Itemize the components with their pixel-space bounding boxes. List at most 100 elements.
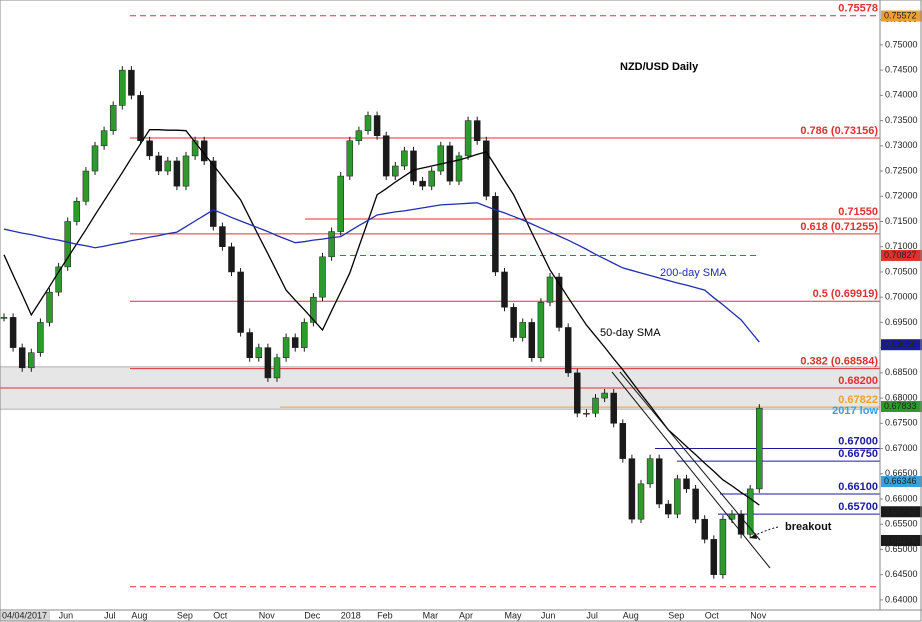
- x-tick-label: Jul: [586, 610, 598, 620]
- sma-label: 50-day SMA: [600, 327, 661, 339]
- candle: [255, 347, 263, 358]
- price-tag-label: 0.70827: [884, 250, 917, 260]
- level-label: 0.68200: [838, 375, 878, 387]
- candle: [100, 130, 108, 147]
- price-tag-label: 0.69058: [884, 339, 917, 349]
- candle: [273, 357, 281, 379]
- annotation: 2017 low: [832, 405, 878, 417]
- candle: [555, 276, 563, 328]
- candle: [219, 226, 226, 247]
- x-tick-label: 04/04/2017: [2, 610, 47, 620]
- level-label: 0.382 (0.68584): [800, 356, 878, 368]
- sma-label: 200-day SMA: [660, 267, 727, 279]
- y-tick-label: 0.65000: [885, 544, 918, 554]
- y-tick-label: 0.73500: [885, 115, 918, 125]
- x-tick-label: Dec: [304, 610, 321, 620]
- candle: [574, 372, 581, 414]
- x-tick-label: Apr: [459, 610, 473, 620]
- candle: [492, 196, 499, 273]
- candle: [546, 276, 554, 303]
- date-box: [0, 611, 50, 621]
- candle: [109, 105, 117, 131]
- candle: [237, 271, 244, 333]
- y-tick-label: 0.74500: [885, 65, 918, 75]
- y-tick-label: 0.73000: [885, 140, 918, 150]
- level-label: 0.71550: [838, 206, 878, 218]
- y-tick-label: 0.70000: [885, 292, 918, 302]
- y-tick-label: 0.75000: [885, 39, 918, 49]
- candle: [592, 397, 599, 414]
- x-tick-label: Aug: [623, 610, 639, 620]
- level-label: 0.75578: [838, 3, 878, 15]
- y-tick-label: 0.67500: [885, 418, 918, 428]
- x-tick-label: Jun: [541, 610, 556, 620]
- candle: [246, 332, 253, 358]
- candle: [137, 95, 144, 142]
- arrow-head: [750, 533, 757, 539]
- y-tick-label: 0.66000: [885, 493, 918, 503]
- price-tag: [881, 339, 922, 351]
- candle: [583, 412, 590, 415]
- x-tick-label: Nov: [750, 610, 767, 620]
- candle: [182, 155, 190, 187]
- candle: [328, 231, 335, 258]
- candle: [637, 483, 645, 520]
- candle: [46, 291, 53, 323]
- y-tick-label: 0.69500: [885, 317, 918, 327]
- price-tag: [881, 534, 922, 546]
- x-tick-label: Nov: [259, 610, 276, 620]
- y-tick-label: 0.71500: [885, 216, 918, 226]
- candle: [119, 69, 126, 106]
- candle: [18, 347, 26, 369]
- candle: [73, 201, 81, 222]
- y-tick-label: 0.65500: [885, 519, 918, 529]
- trendline: [611, 371, 771, 569]
- candle: [310, 296, 317, 323]
- x-tick-label: Mar: [423, 610, 439, 620]
- candle: [501, 271, 508, 308]
- y-tick-label: 0.68000: [885, 392, 918, 402]
- y-tick-label: 0.74000: [885, 90, 918, 100]
- x-tick-label: Sep: [177, 610, 193, 620]
- level-label: 0.66100: [838, 481, 878, 493]
- candle: [719, 518, 727, 575]
- candle: [82, 170, 90, 202]
- candle: [146, 140, 153, 157]
- trendline: [619, 371, 761, 541]
- price-tag-label: 0.66346: [884, 476, 917, 486]
- sma-line: [3, 202, 760, 343]
- candle: [710, 539, 718, 575]
- candle: [746, 488, 754, 535]
- y-tick-label: 0.71000: [885, 241, 918, 251]
- candle: [346, 140, 354, 177]
- candle: [683, 478, 690, 490]
- level-label: 0.67822: [838, 394, 878, 406]
- candle: [355, 130, 363, 142]
- y-tick-label: 0.66500: [885, 468, 918, 478]
- candle: [164, 160, 172, 172]
- candle: [228, 246, 235, 273]
- price-tag: [881, 401, 922, 413]
- candle: [674, 478, 681, 515]
- candle: [319, 256, 326, 298]
- annotation: breakout: [785, 521, 832, 533]
- level-label: 0.67000: [838, 435, 878, 447]
- x-tick-label: Aug: [131, 610, 147, 620]
- price-tag-label: 0.67833: [884, 401, 917, 411]
- chart-title: NZD/USD Daily: [620, 61, 699, 73]
- candle: [692, 488, 699, 520]
- level-label: 0.66750: [838, 448, 878, 460]
- candle: [64, 221, 71, 268]
- price-tag-label: 0.65178: [884, 535, 917, 545]
- level-label: 0.5 (0.69919): [813, 288, 879, 300]
- candle: [528, 322, 536, 358]
- y-tick-label: 0.72500: [885, 165, 918, 175]
- candle: [446, 145, 454, 182]
- candle: [455, 155, 463, 182]
- candle: [128, 69, 135, 96]
- candle: [610, 392, 617, 424]
- candle: [473, 120, 481, 142]
- price-tag: [881, 10, 922, 22]
- candle: [91, 145, 99, 172]
